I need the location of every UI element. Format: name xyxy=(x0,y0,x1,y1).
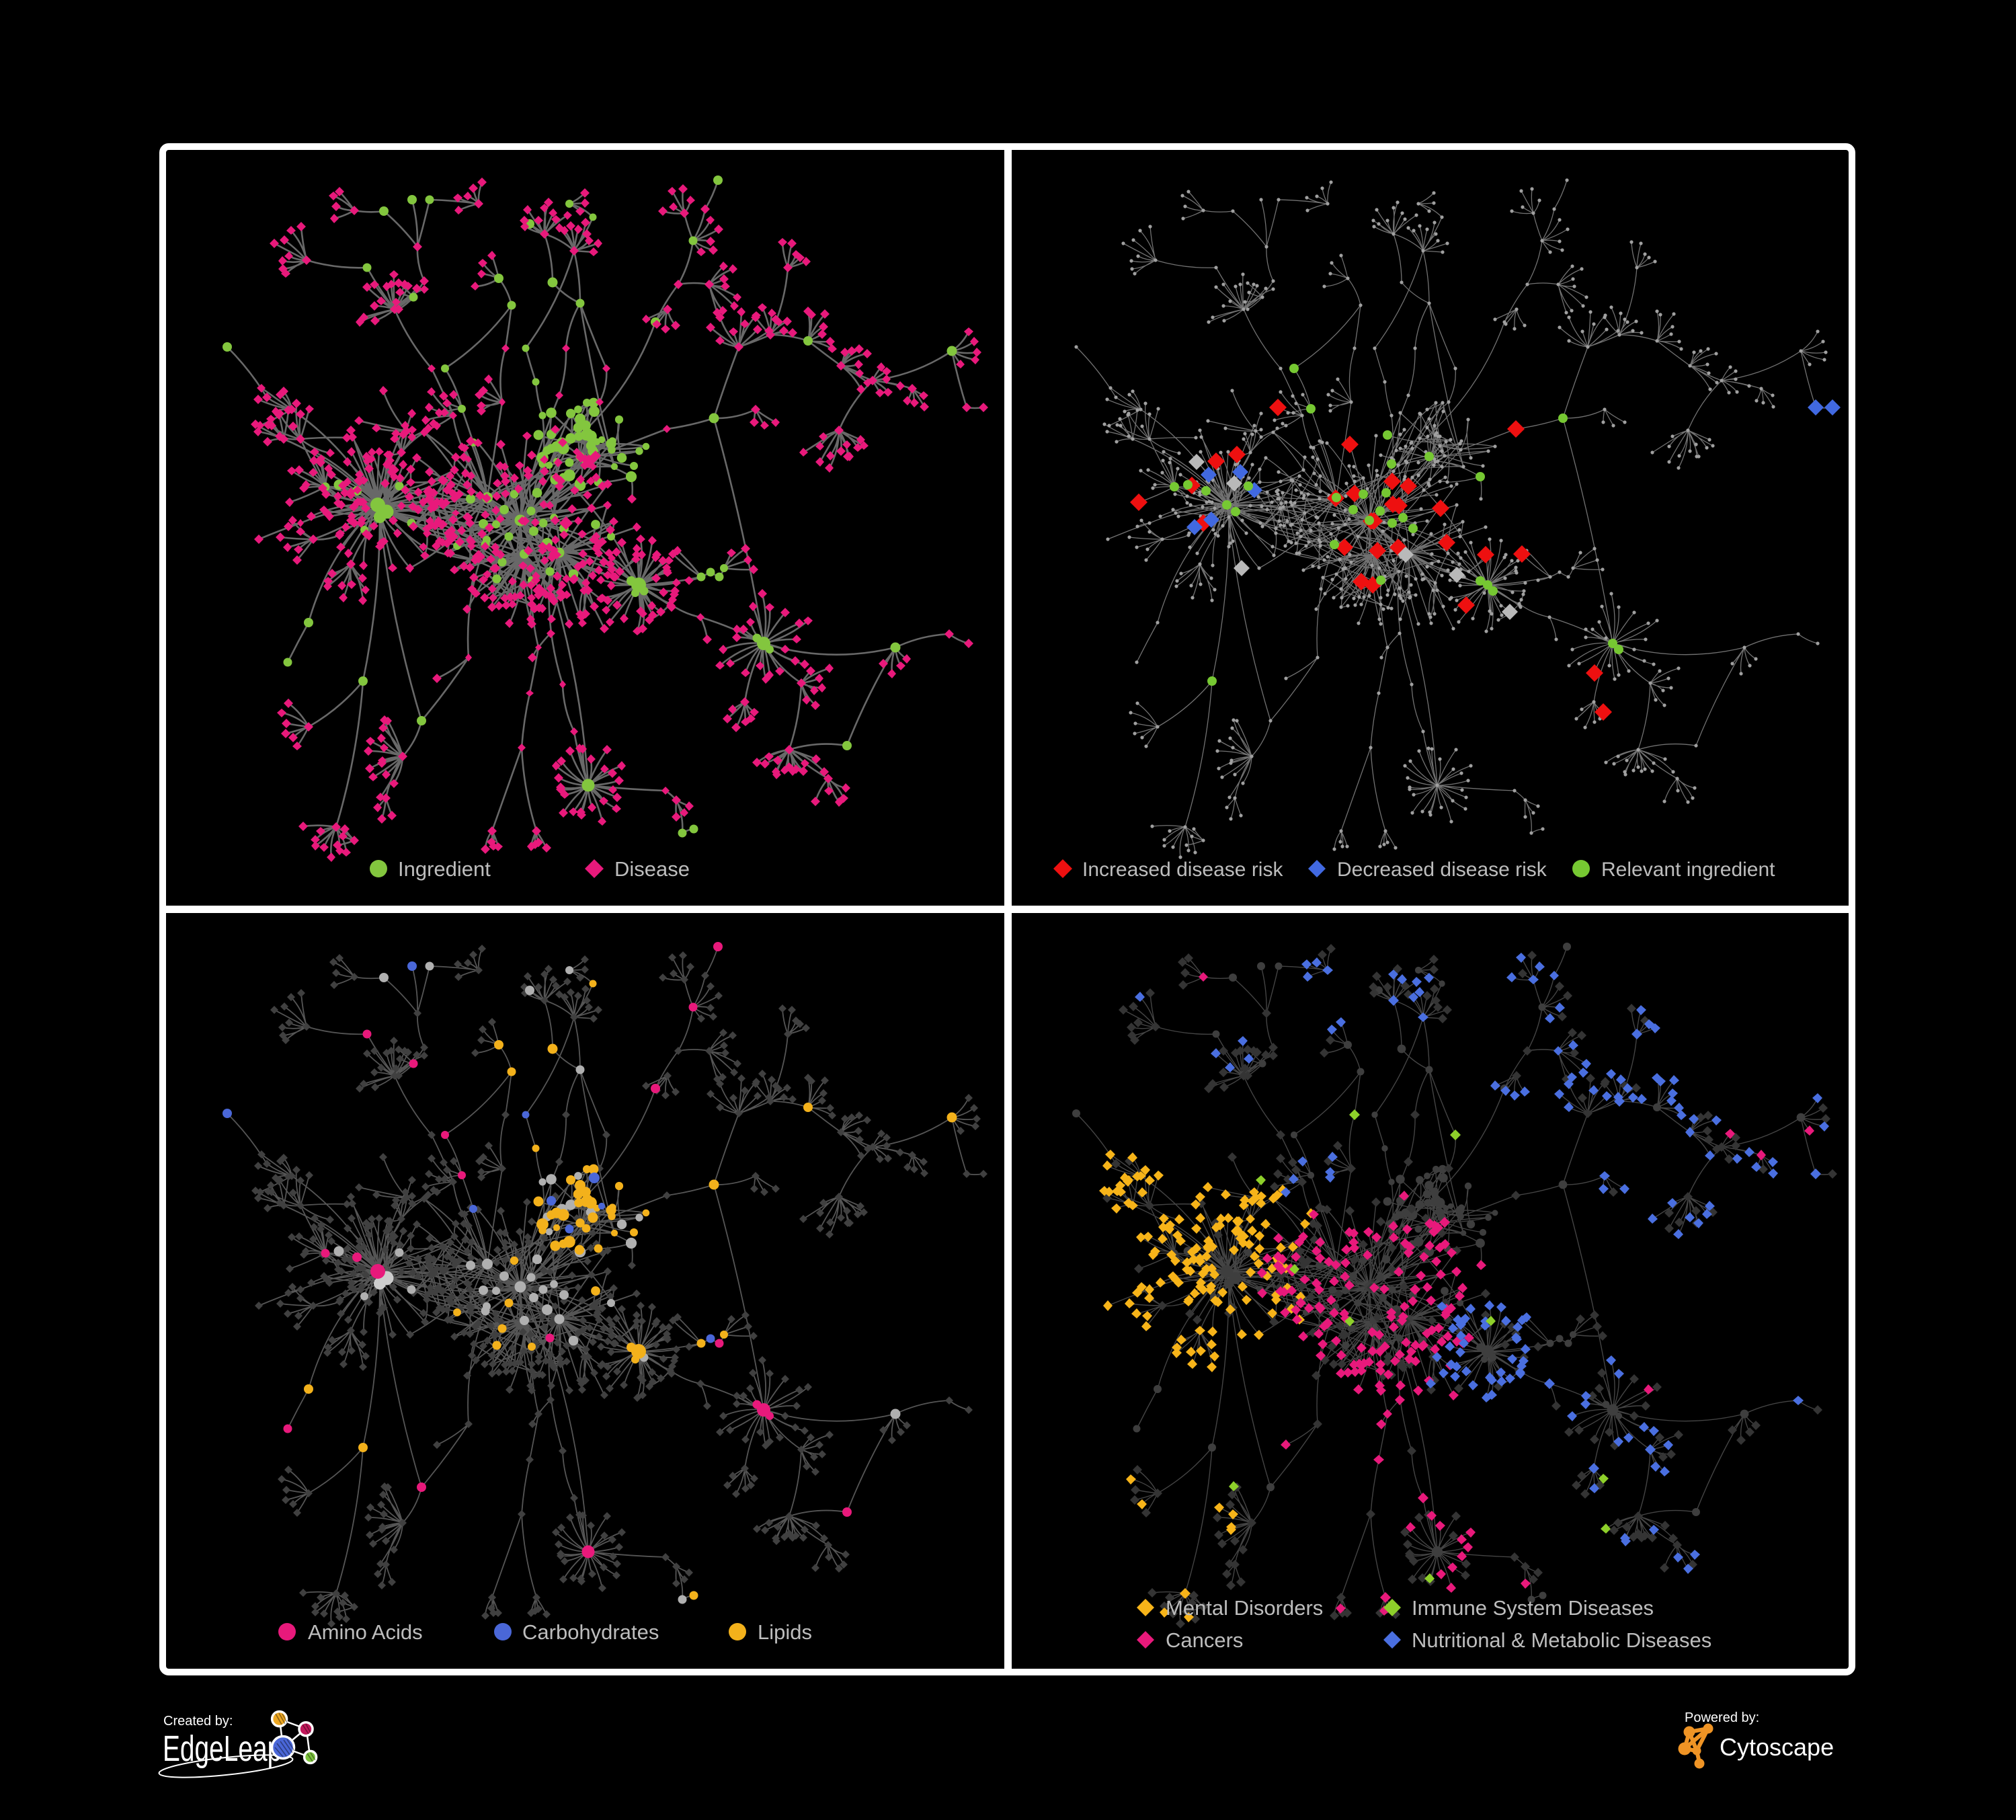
svg-text:Carbohydrates: Carbohydrates xyxy=(522,1620,659,1644)
svg-text:EdgeLeap: EdgeLeap xyxy=(163,1728,282,1769)
svg-text:Disease: Disease xyxy=(614,857,690,881)
svg-text:Nutritional & Metabolic Diseas: Nutritional & Metabolic Diseases xyxy=(1412,1628,1711,1652)
svg-text:Ingredient: Ingredient xyxy=(398,857,491,881)
svg-text:Amino Acids: Amino Acids xyxy=(308,1620,423,1644)
svg-text:Mental Disorders: Mental Disorders xyxy=(1166,1596,1323,1620)
svg-text:Increased disease risk: Increased disease risk xyxy=(1082,859,1283,881)
svg-text:Cytoscape: Cytoscape xyxy=(1720,1733,1834,1761)
svg-text:Decreased disease risk: Decreased disease risk xyxy=(1337,859,1547,881)
svg-text:Immune System Diseases: Immune System Diseases xyxy=(1412,1596,1654,1620)
svg-text:Relevant ingredient: Relevant ingredient xyxy=(1601,859,1775,881)
svg-text:Lipids: Lipids xyxy=(758,1620,812,1644)
svg-text:Created by:: Created by: xyxy=(163,1714,233,1729)
svg-text:Powered by:: Powered by: xyxy=(1685,1710,1759,1725)
svg-text:Cancers: Cancers xyxy=(1166,1628,1243,1652)
